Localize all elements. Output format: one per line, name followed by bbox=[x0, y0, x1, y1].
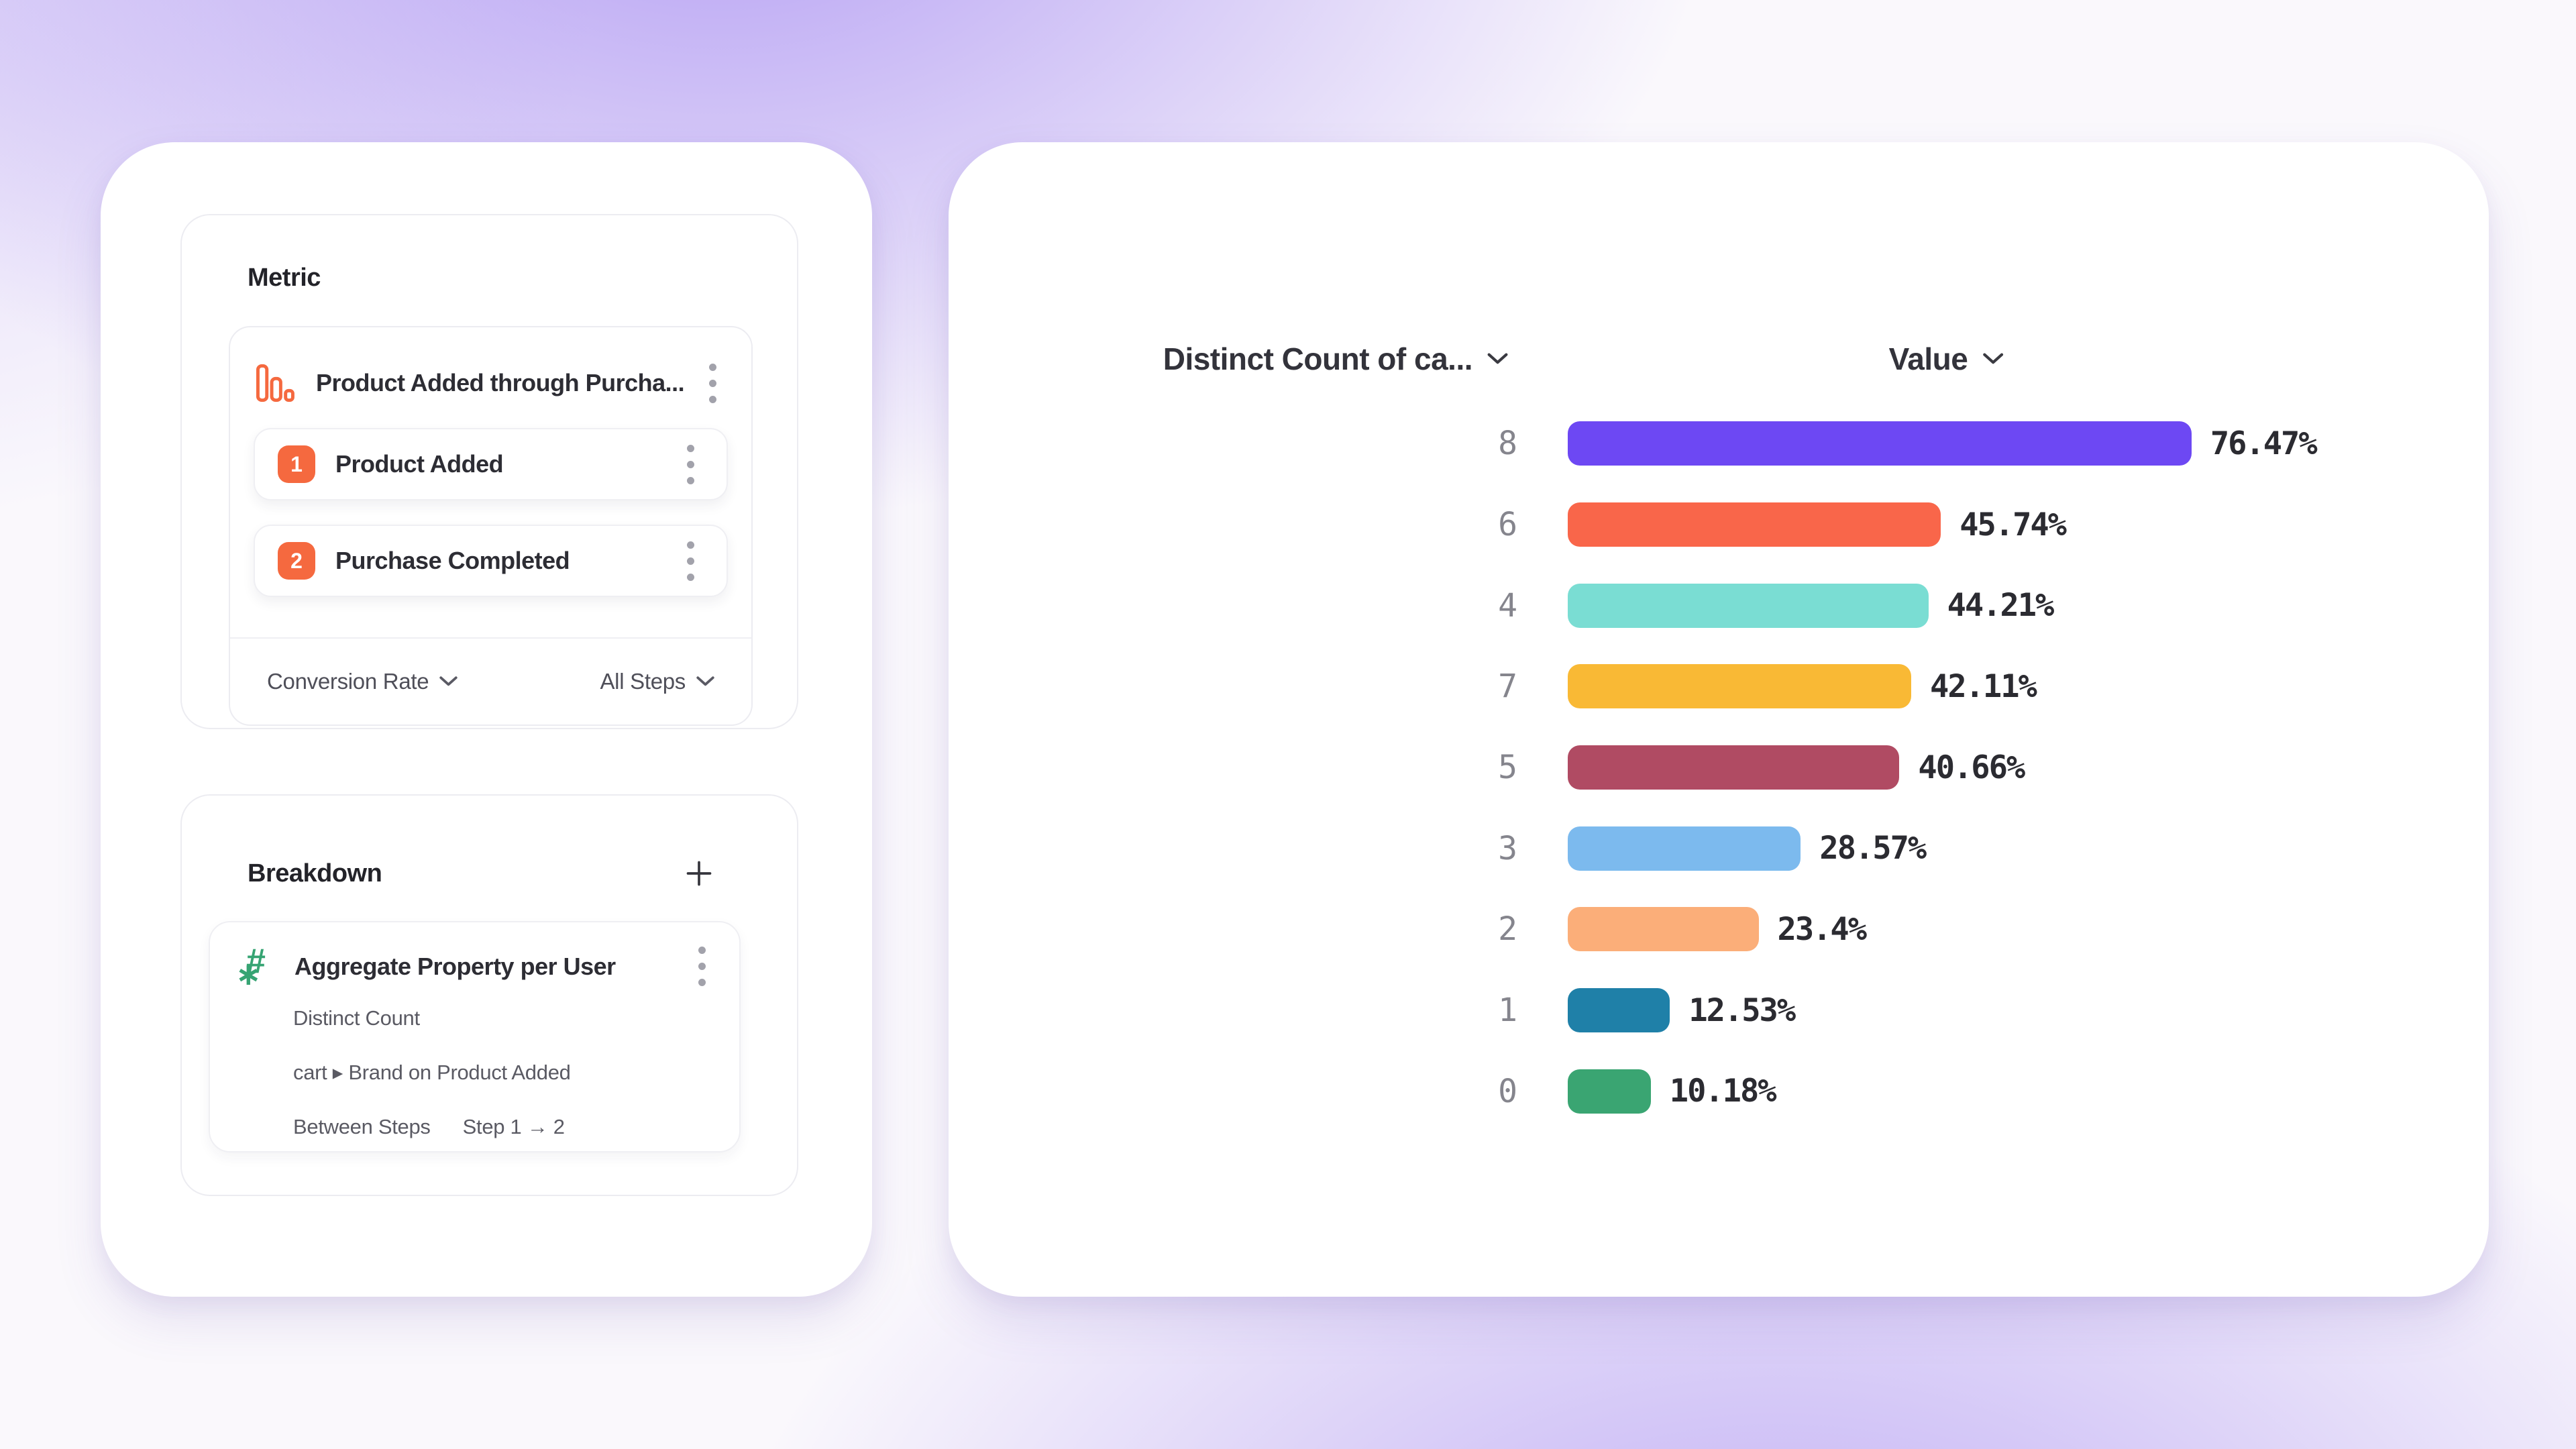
chart-row: 4 44.21% bbox=[949, 565, 2489, 646]
bar-category-label: 4 bbox=[1498, 586, 1517, 625]
funnel-bars-icon bbox=[256, 364, 294, 402]
chart-header-row: Distinct Count of ca... Value bbox=[949, 341, 2489, 378]
bar-category-label: 5 bbox=[1498, 749, 1517, 787]
bar-category-label: 1 bbox=[1498, 991, 1517, 1030]
funnel-metric-row[interactable]: Product Added through Purcha... bbox=[230, 327, 751, 420]
breakdown-panel: Breakdown # ∗ Aggregate Property per User… bbox=[180, 794, 798, 1196]
metric-heading: Metric bbox=[248, 264, 321, 292]
bar-category-label: 6 bbox=[1498, 506, 1517, 544]
step-2-badge: 2 bbox=[278, 542, 315, 580]
chart-row: 5 40.66% bbox=[949, 727, 2489, 808]
step-2-more-options-button[interactable] bbox=[683, 537, 698, 585]
bar[interactable] bbox=[1568, 664, 1912, 709]
bar-value-label: 40.66% bbox=[1918, 749, 2025, 786]
bar[interactable] bbox=[1568, 907, 1759, 952]
between-steps-value: Step 1 → 2 bbox=[462, 1115, 565, 1138]
hash-aggregate-icon: # ∗ bbox=[235, 941, 266, 992]
bar-category-label: 8 bbox=[1498, 425, 1517, 463]
chevron-down-icon bbox=[1982, 353, 2003, 364]
funnel-more-options-button[interactable] bbox=[705, 360, 720, 407]
chart-row: 1 12.53% bbox=[949, 970, 2489, 1051]
chart-row: 0 10.18% bbox=[949, 1051, 2489, 1132]
metric-panel: Metric Product Added through Purcha... bbox=[180, 214, 798, 729]
query-builder-card: Metric Product Added through Purcha... bbox=[101, 142, 872, 1297]
chevron-down-icon bbox=[696, 676, 714, 686]
bar-category-label: 0 bbox=[1498, 1072, 1517, 1110]
chevron-down-icon bbox=[1487, 353, 1508, 364]
bar[interactable] bbox=[1568, 502, 1941, 547]
step-1-more-options-button[interactable] bbox=[683, 441, 698, 488]
step-1-badge: 1 bbox=[278, 445, 315, 483]
chart-row: 6 45.74% bbox=[949, 484, 2489, 566]
breakdown-more-options-button[interactable] bbox=[694, 943, 710, 990]
bar[interactable] bbox=[1568, 583, 1929, 628]
step-1-label: Product Added bbox=[335, 450, 504, 478]
plus-icon bbox=[686, 861, 712, 886]
bar-value-label: 42.11% bbox=[1930, 667, 2037, 705]
chart-row: 3 28.57% bbox=[949, 808, 2489, 889]
bar-value-label: 28.57% bbox=[1819, 830, 1927, 867]
bar[interactable] bbox=[1568, 1069, 1651, 1114]
breakdown-heading: Breakdown bbox=[248, 859, 382, 888]
bar-value-label: 23.4% bbox=[1777, 910, 1867, 948]
funnel-steps-list: 1 Product Added 2 Purchase Completed bbox=[230, 420, 751, 597]
aggregate-property-card: # ∗ Aggregate Property per User Distinct … bbox=[209, 921, 741, 1152]
bar[interactable] bbox=[1568, 421, 2192, 466]
chart-row: 7 42.11% bbox=[949, 646, 2489, 727]
chart-row: 8 76.47% bbox=[949, 403, 2489, 484]
bar[interactable] bbox=[1568, 745, 1900, 790]
conversion-rate-dropdown[interactable]: Conversion Rate bbox=[267, 669, 458, 694]
step-1-row[interactable]: 1 Product Added bbox=[254, 428, 728, 500]
funnel-metric-card: Product Added through Purcha... 1 Produc… bbox=[229, 326, 753, 726]
chart-row: 2 23.4% bbox=[949, 889, 2489, 970]
bar-category-label: 2 bbox=[1498, 910, 1517, 949]
property-path-label: cart ▸ Brand on Product Added bbox=[293, 1061, 571, 1084]
bar-value-label: 10.18% bbox=[1669, 1073, 1777, 1110]
add-breakdown-button[interactable] bbox=[683, 857, 715, 890]
aggregate-property-title: Aggregate Property per User bbox=[294, 952, 616, 980]
aggregation-type-label: Distinct Count bbox=[293, 1006, 420, 1030]
aggregate-property-row[interactable]: # ∗ Aggregate Property per User bbox=[210, 922, 739, 992]
bar-value-label: 76.47% bbox=[2210, 425, 2318, 462]
all-steps-dropdown[interactable]: All Steps bbox=[600, 669, 714, 694]
bar-value-label: 44.21% bbox=[1947, 587, 2055, 625]
chevron-down-icon bbox=[439, 676, 458, 686]
step-2-label: Purchase Completed bbox=[335, 547, 570, 574]
funnel-metric-title: Product Added through Purcha... bbox=[316, 369, 684, 396]
bar-category-label: 3 bbox=[1498, 829, 1517, 867]
value-column-header[interactable]: Value bbox=[1889, 341, 2004, 377]
bar-category-label: 7 bbox=[1498, 667, 1517, 706]
chart-card: Distinct Count of ca... Value 8 76.47% 6… bbox=[949, 142, 2489, 1297]
bar-value-label: 45.74% bbox=[1960, 506, 2067, 543]
bar-value-label: 12.53% bbox=[1688, 991, 1796, 1029]
breakdown-column-header[interactable]: Distinct Count of ca... bbox=[949, 341, 1517, 377]
step-2-row[interactable]: 2 Purchase Completed bbox=[254, 525, 728, 597]
funnel-footer: Conversion Rate All Steps bbox=[230, 637, 751, 724]
bar[interactable] bbox=[1568, 988, 1670, 1033]
bar[interactable] bbox=[1568, 826, 1801, 871]
bar-chart: 8 76.47% 6 45.74% 4 44.21% 7 42.11% 5 40… bbox=[949, 403, 2489, 1132]
between-steps-label: Between Steps bbox=[293, 1115, 431, 1138]
